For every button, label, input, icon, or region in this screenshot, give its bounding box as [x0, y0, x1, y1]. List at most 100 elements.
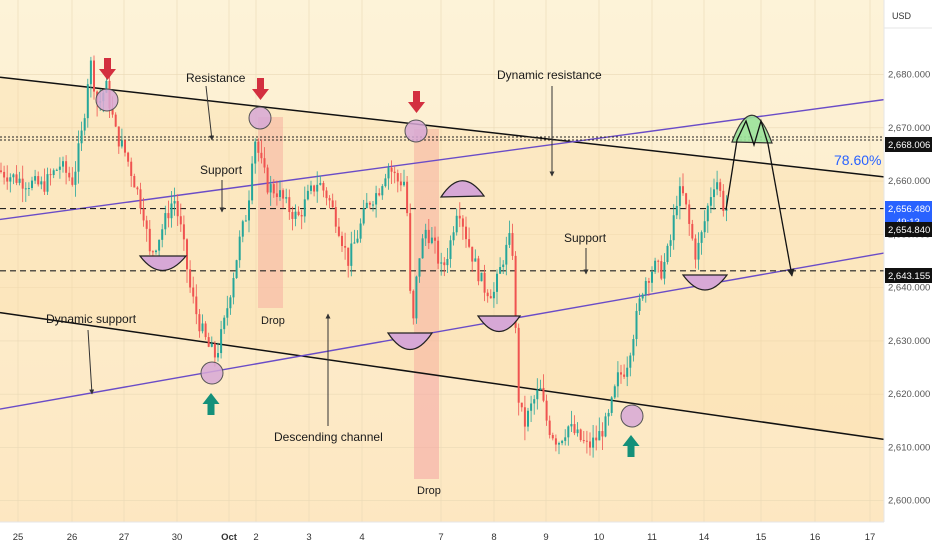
candle-body	[514, 255, 517, 328]
candle-body	[604, 416, 607, 437]
projection	[725, 118, 795, 277]
support-bowl-1	[138, 255, 188, 271]
candle-body	[480, 272, 483, 282]
x-tick-label: 9	[543, 532, 548, 543]
candle-body	[508, 233, 511, 245]
x-tick-label: 4	[359, 532, 364, 543]
candle-body	[533, 399, 536, 404]
candle-body	[161, 229, 164, 240]
candle-body	[384, 178, 387, 187]
candle-body	[496, 273, 498, 292]
candle-body	[579, 429, 582, 441]
label-drop-1: Drop	[261, 315, 285, 327]
candle-body	[362, 208, 365, 224]
candle-body	[27, 187, 30, 189]
candle-body	[145, 220, 148, 229]
candle-body	[474, 258, 477, 262]
candle-body	[331, 200, 334, 208]
candle-body	[449, 240, 452, 259]
price-label-2654: 2,654.840	[885, 222, 932, 237]
candle-body	[173, 201, 176, 204]
candle-body	[390, 167, 393, 172]
candle-body	[694, 238, 697, 260]
candle-body	[114, 114, 117, 127]
candle-body	[49, 174, 52, 176]
candle-body	[297, 211, 300, 216]
green-up-arrow-1	[202, 393, 220, 415]
channel-fill	[0, 77, 884, 440]
candle-body	[492, 291, 495, 299]
candle-body	[325, 190, 328, 199]
y-tick-label: 2,620.000	[888, 389, 930, 400]
candle-body	[155, 250, 157, 253]
candle-body	[105, 80, 108, 93]
candle-body	[213, 343, 216, 358]
candle-body	[629, 355, 632, 368]
price-label-2668-text: 2,668.006	[888, 140, 930, 151]
candle-body	[80, 130, 83, 144]
candle-body	[260, 152, 263, 159]
candle-body	[443, 262, 446, 266]
candle-body	[21, 178, 24, 189]
x-tick-label: 25	[13, 532, 24, 543]
candle-body	[527, 410, 529, 427]
candle-body	[564, 437, 567, 441]
y-tick-label: 2,640.000	[888, 283, 930, 294]
y-tick-label: 2,630.000	[888, 336, 930, 347]
candle-body	[561, 440, 564, 444]
candle-body	[660, 261, 663, 279]
candle-body	[669, 240, 672, 246]
candle-body	[167, 213, 170, 219]
projection-down-arrow	[767, 143, 795, 277]
candle-body	[77, 143, 80, 172]
touch-points	[95, 88, 644, 428]
trendline-channel-upper	[0, 76, 884, 178]
candle-body	[626, 367, 629, 377]
touch-circle-3	[404, 119, 428, 143]
price-label-2643-text: 2,643.155	[888, 271, 930, 282]
candle-body	[294, 211, 297, 219]
candle-body	[198, 314, 201, 332]
label-resistance: Resistance	[186, 71, 246, 85]
candle-body	[399, 181, 402, 186]
label-support-left: Support	[200, 163, 243, 177]
candle-body	[226, 308, 229, 318]
candle-body	[207, 337, 210, 347]
candle-body	[582, 440, 585, 442]
candle-body	[465, 226, 467, 240]
candle-body	[136, 187, 139, 190]
candle-body	[31, 180, 33, 188]
candle-body	[201, 323, 204, 332]
x-tick-label: 16	[810, 532, 821, 543]
candle-body	[164, 213, 167, 230]
candle-body	[86, 84, 89, 119]
candle-body	[530, 403, 533, 411]
candle-body	[291, 212, 294, 219]
candle-body	[545, 400, 548, 421]
candle-body	[300, 215, 303, 217]
candle-body	[46, 174, 49, 192]
candle-body	[319, 182, 322, 185]
candle-body	[303, 199, 306, 217]
candle-body	[713, 189, 715, 198]
candle-body	[505, 244, 508, 265]
candle-body	[551, 434, 554, 439]
y-tick-label: 2,610.000	[888, 442, 930, 453]
candle-body	[697, 242, 700, 260]
candle-body	[387, 167, 390, 179]
candle-body	[3, 171, 6, 178]
candle-body	[151, 251, 154, 253]
candle-body	[709, 197, 712, 206]
x-tick-label: 27	[119, 532, 130, 543]
label-pointers	[87, 85, 589, 426]
candle-body	[421, 238, 424, 259]
candle-body	[288, 197, 291, 213]
candle-body	[651, 271, 653, 283]
candle-body	[204, 323, 207, 338]
price-axis: 2,600.000 2,610.000 2,620.000 2,630.000 2,64…	[883, 0, 932, 550]
candle-body	[558, 443, 560, 445]
candle-body	[539, 387, 542, 390]
support-bowl-3	[476, 315, 522, 333]
x-tick-label: 11	[647, 532, 657, 543]
